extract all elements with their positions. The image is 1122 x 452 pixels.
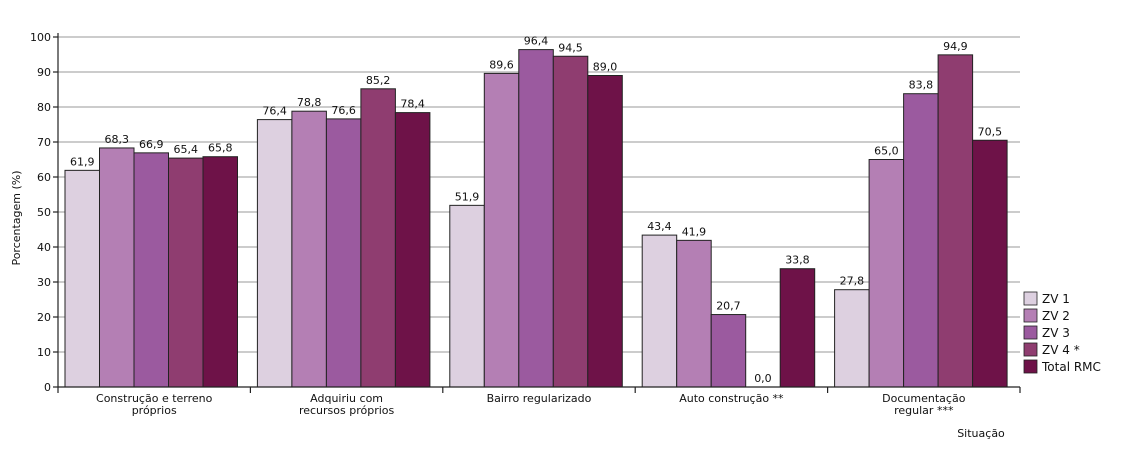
bar bbox=[552, 55, 589, 388]
bar bbox=[641, 234, 678, 388]
legend-label: ZV 1 bbox=[1042, 292, 1070, 306]
legend-label: ZV 2 bbox=[1042, 309, 1070, 323]
data-label: 33,8 bbox=[785, 254, 810, 267]
data-label: 94,5 bbox=[558, 41, 583, 54]
bar bbox=[360, 88, 396, 388]
data-label: 96,4 bbox=[524, 35, 549, 48]
data-label: 68,3 bbox=[105, 133, 130, 146]
data-label: 78,4 bbox=[400, 98, 425, 111]
category-label: regular *** bbox=[894, 404, 954, 417]
y-tick-label: 20 bbox=[37, 311, 51, 324]
legend-swatch bbox=[1023, 342, 1038, 357]
bar bbox=[676, 239, 712, 388]
category-label: Documentação bbox=[882, 392, 966, 405]
data-label: 76,4 bbox=[262, 105, 287, 118]
y-tick-label: 60 bbox=[37, 171, 51, 184]
y-axis-title: Porcentagem (%) bbox=[10, 170, 23, 265]
category-label: Bairro regularizado bbox=[487, 392, 592, 405]
data-label: 61,9 bbox=[70, 155, 95, 168]
category-label: próprios bbox=[132, 404, 177, 417]
data-label: 27,8 bbox=[840, 275, 865, 288]
axes bbox=[53, 33, 1021, 393]
legend-label: ZV 4 * bbox=[1042, 343, 1080, 357]
bar bbox=[779, 268, 816, 388]
data-label: 51,9 bbox=[455, 190, 480, 203]
data-label: 94,9 bbox=[943, 40, 968, 53]
y-tick-label: 50 bbox=[37, 206, 51, 219]
data-label: 0,0 bbox=[754, 372, 772, 385]
labels: 0 10 20 30 40 50 60 70 80 90 100 61,9 68,3 66,9 65,4 65… bbox=[30, 31, 1002, 417]
y-tick-label: 90 bbox=[37, 66, 51, 79]
bar bbox=[202, 156, 238, 388]
y-tick-label: 80 bbox=[37, 101, 51, 114]
data-label: 85,2 bbox=[366, 74, 391, 87]
legend-swatch bbox=[1023, 325, 1038, 340]
y-tick-label: 40 bbox=[37, 241, 51, 254]
data-label: 89,0 bbox=[593, 61, 618, 74]
category-label: Adquiriu com bbox=[310, 392, 383, 405]
category-label: Construção e terreno bbox=[96, 392, 213, 405]
bar bbox=[710, 314, 747, 388]
bar bbox=[133, 152, 169, 388]
data-label: 78,8 bbox=[297, 96, 322, 109]
bar bbox=[483, 72, 520, 388]
y-tick-label: 100 bbox=[30, 31, 51, 44]
data-label: 65,0 bbox=[874, 145, 899, 158]
data-label: 76,6 bbox=[331, 104, 356, 117]
bar bbox=[394, 112, 431, 388]
bar bbox=[937, 54, 974, 388]
bar bbox=[518, 49, 554, 388]
data-label: 66,9 bbox=[139, 138, 164, 151]
bar bbox=[834, 289, 870, 388]
bar bbox=[64, 169, 100, 388]
legend-swatch bbox=[1023, 291, 1038, 306]
bar bbox=[168, 157, 204, 388]
data-label: 65,8 bbox=[208, 142, 233, 155]
bar bbox=[587, 75, 623, 388]
legend-swatch bbox=[1023, 359, 1038, 374]
bar bbox=[325, 118, 362, 388]
bar bbox=[972, 139, 1008, 388]
data-label: 43,4 bbox=[647, 220, 672, 233]
bar bbox=[868, 159, 905, 388]
bar bbox=[903, 93, 939, 388]
y-tick-label: 0 bbox=[44, 381, 51, 394]
y-tick-label: 10 bbox=[37, 346, 51, 359]
x-axis-title: Situação bbox=[957, 427, 1005, 440]
data-label: 83,8 bbox=[909, 79, 934, 92]
data-label: 70,5 bbox=[978, 125, 1003, 138]
legend-label: ZV 3 bbox=[1042, 326, 1070, 340]
data-label: 65,4 bbox=[174, 143, 199, 156]
y-tick-label: 70 bbox=[37, 136, 51, 149]
legend-swatch bbox=[1023, 308, 1038, 323]
bar bbox=[449, 204, 485, 388]
data-label: 41,9 bbox=[682, 225, 707, 238]
legend: ZV 1 ZV 2 ZV 3 ZV 4 * Total RMC bbox=[1023, 291, 1101, 374]
bars bbox=[64, 49, 1008, 388]
bar bbox=[256, 119, 293, 388]
bar bbox=[99, 147, 135, 388]
y-tick-label: 30 bbox=[37, 276, 51, 289]
legend-label: Total RMC bbox=[1041, 360, 1101, 374]
data-label: 89,6 bbox=[489, 58, 514, 71]
category-label: Auto construção ** bbox=[679, 392, 784, 405]
bar bbox=[291, 110, 327, 388]
data-label: 20,7 bbox=[716, 300, 741, 313]
category-label: recursos próprios bbox=[299, 404, 395, 417]
